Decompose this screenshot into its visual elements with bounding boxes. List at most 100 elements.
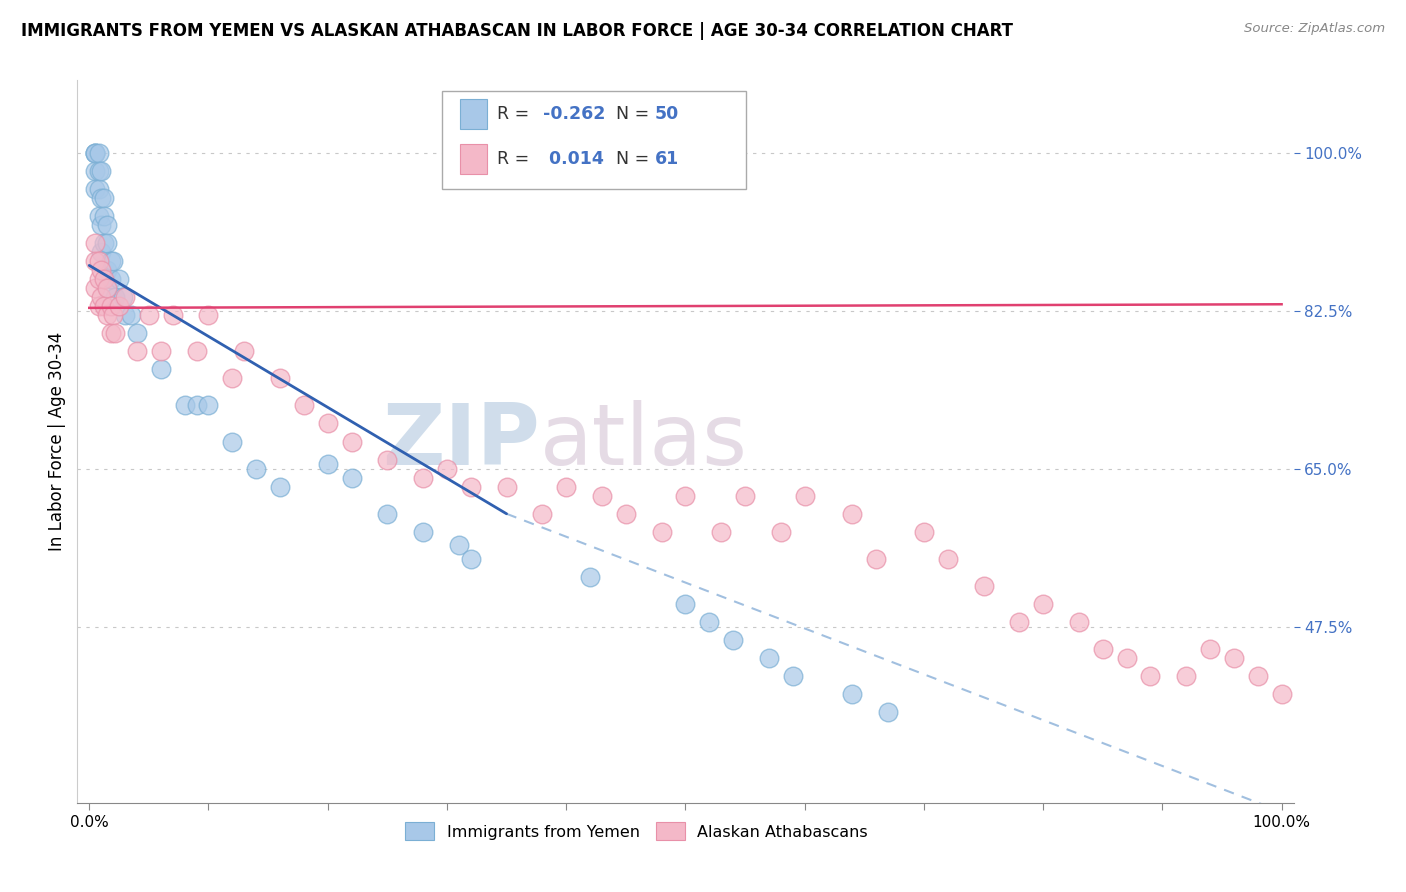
Point	[100, 272, 122, 286]
Point	[93, 235, 115, 250]
Point	[221, 434, 243, 449]
Point	[375, 507, 398, 521]
Point	[1091, 642, 1114, 657]
Text: -0.262: -0.262	[543, 105, 606, 123]
Point	[100, 299, 122, 313]
Legend: Immigrants from Yemen, Alaskan Athabascans: Immigrants from Yemen, Alaskan Athabasca…	[399, 815, 875, 847]
Point	[1008, 615, 1031, 630]
Point	[90, 263, 112, 277]
Text: IMMIGRANTS FROM YEMEN VS ALASKAN ATHABASCAN IN LABOR FORCE | AGE 30-34 CORRELATI: IMMIGRANTS FROM YEMEN VS ALASKAN ATHABAS…	[21, 22, 1014, 40]
Point	[96, 281, 118, 295]
Text: ZIP: ZIP	[382, 400, 540, 483]
Point	[675, 489, 697, 503]
Point	[111, 290, 134, 304]
Y-axis label: In Labor Force | Age 30-34: In Labor Force | Age 30-34	[48, 332, 66, 551]
Point	[96, 235, 118, 250]
Point	[651, 524, 673, 539]
Text: N =: N =	[616, 105, 655, 123]
Point	[841, 687, 863, 701]
Point	[734, 489, 756, 503]
Point	[101, 308, 124, 322]
Point	[936, 552, 959, 566]
Point	[149, 362, 172, 376]
Point	[108, 272, 131, 286]
Point	[197, 398, 219, 412]
Text: atlas: atlas	[540, 400, 748, 483]
Point	[340, 471, 363, 485]
Point	[292, 398, 315, 412]
Point	[269, 480, 291, 494]
Point	[84, 254, 107, 268]
Point	[769, 524, 792, 539]
Point	[1067, 615, 1090, 630]
Point	[1175, 669, 1198, 683]
Text: N =: N =	[616, 150, 655, 168]
Point	[84, 145, 107, 160]
Point	[841, 507, 863, 521]
Text: R =: R =	[496, 105, 534, 123]
Point	[877, 706, 900, 720]
FancyBboxPatch shape	[441, 91, 747, 189]
Point	[1032, 597, 1054, 611]
Point	[87, 209, 110, 223]
Point	[104, 326, 127, 341]
Point	[125, 344, 148, 359]
Point	[340, 434, 363, 449]
Text: R =: R =	[496, 150, 534, 168]
Point	[84, 145, 107, 160]
Point	[1199, 642, 1222, 657]
Point	[447, 538, 470, 552]
Point	[221, 371, 243, 385]
Point	[87, 299, 110, 313]
Point	[84, 163, 107, 178]
Point	[412, 471, 434, 485]
Point	[90, 163, 112, 178]
Point	[87, 145, 110, 160]
Point	[186, 344, 208, 359]
Point	[793, 489, 815, 503]
Point	[100, 254, 122, 268]
Point	[138, 308, 160, 322]
Text: 0.014: 0.014	[543, 150, 605, 168]
Point	[710, 524, 733, 539]
Point	[614, 507, 637, 521]
Point	[93, 299, 115, 313]
Point	[460, 552, 482, 566]
Point	[1223, 651, 1246, 665]
Point	[101, 254, 124, 268]
Point	[375, 452, 398, 467]
Point	[114, 308, 136, 322]
Point	[579, 570, 602, 584]
Point	[245, 461, 267, 475]
Point	[531, 507, 554, 521]
Text: 61: 61	[655, 150, 679, 168]
Point	[90, 290, 112, 304]
Point	[316, 417, 339, 431]
Point	[1247, 669, 1270, 683]
Point	[269, 371, 291, 385]
Point	[90, 218, 112, 232]
Point	[149, 344, 172, 359]
Point	[100, 326, 122, 341]
Point	[495, 480, 517, 494]
Point	[555, 480, 578, 494]
Point	[84, 182, 107, 196]
Point	[87, 254, 110, 268]
Point	[1271, 687, 1294, 701]
FancyBboxPatch shape	[460, 99, 488, 129]
Point	[120, 308, 142, 322]
Point	[316, 457, 339, 471]
Point	[114, 290, 136, 304]
Point	[186, 398, 208, 412]
Point	[162, 308, 184, 322]
Point	[721, 633, 744, 648]
Point	[84, 281, 107, 295]
Point	[108, 299, 131, 313]
Point	[233, 344, 256, 359]
Point	[90, 244, 112, 259]
Point	[84, 145, 107, 160]
Point	[90, 191, 112, 205]
Point	[697, 615, 720, 630]
Point	[84, 235, 107, 250]
Point	[758, 651, 780, 665]
